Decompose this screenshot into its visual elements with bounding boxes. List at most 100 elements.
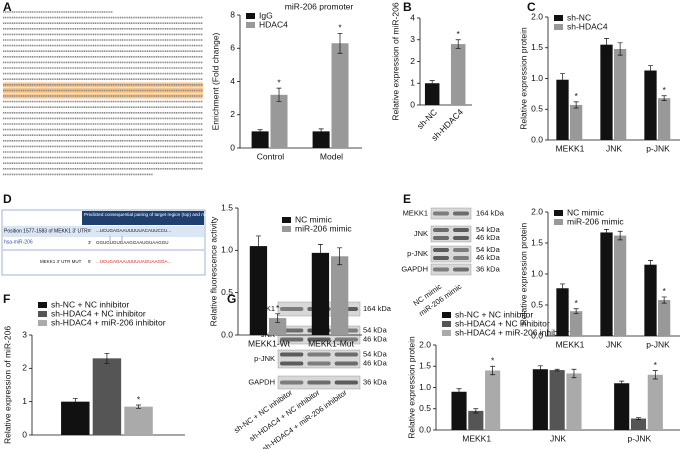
x-tick-label: sh-NC (415, 107, 439, 131)
error-bar (456, 388, 462, 396)
y-tick-label: 1.0 (531, 73, 543, 83)
chart-title: miR-206 promoter (285, 1, 354, 11)
panel-label: F (3, 292, 10, 306)
x-tick-label: MEKK1 (556, 143, 585, 153)
significance: * (338, 23, 342, 33)
error-bar (647, 65, 653, 76)
y-tick-label: 2.0 (419, 339, 431, 349)
error-bar (337, 32, 343, 54)
bar (331, 256, 349, 335)
legend-swatch (442, 312, 451, 318)
error-bar (257, 129, 263, 134)
bar (647, 374, 663, 430)
row-sequence: ...UCUGAGAAUUUUUACAUUCCU... (96, 228, 171, 233)
error-bar (571, 368, 577, 379)
significance: * (277, 77, 281, 87)
legend-label: sh-HDAC4 + NC inhibitor (51, 308, 146, 318)
legend-label: NC mimic (295, 214, 333, 224)
error-bar (617, 42, 623, 56)
legend-label: sh-HDAC4 (567, 21, 608, 31)
error-bar (661, 296, 667, 304)
y-axis-label: Relative expression protein (406, 336, 416, 439)
legend-swatch (282, 217, 291, 223)
error-bar (255, 235, 261, 257)
y-tick-label: 1.5 (221, 202, 233, 212)
bar (566, 373, 582, 430)
error-bar (619, 380, 625, 386)
error-bar (661, 95, 667, 101)
error-bar (276, 87, 282, 102)
row-sequence: ...UCUGAGAAUUUUUAGUAAGGA... (96, 259, 171, 264)
y-axis-label: Relative expression protein (518, 27, 528, 130)
blot-strip (430, 263, 472, 276)
error-bar (136, 404, 142, 409)
x-tick-label: Model (320, 151, 343, 161)
y-tick-label: 0.0 (419, 424, 431, 434)
y-tick-label: 6 (230, 43, 235, 53)
y-tick-label: 3 (22, 329, 27, 339)
x-tick-label: p-JNK (628, 433, 652, 443)
bar (331, 43, 349, 149)
error-bar (603, 229, 609, 236)
bar (312, 131, 330, 148)
bar (311, 252, 330, 335)
bar (570, 311, 583, 336)
bar (61, 401, 90, 435)
bar (485, 370, 501, 430)
y-tick-label: 2 (230, 109, 235, 119)
y-tick-label: 0.0 (531, 330, 543, 340)
blot-band (453, 236, 469, 240)
error-bar (473, 408, 479, 414)
y-tick-label: 4 (230, 76, 235, 86)
blot-band (433, 267, 449, 272)
significance: * (662, 85, 666, 95)
y-tick-label: 0.0 (221, 329, 233, 339)
blot-band (307, 361, 331, 366)
bar (658, 300, 671, 336)
y-tick-label: 0.0 (531, 134, 543, 144)
error-bar (635, 417, 641, 420)
legend-label: NC mimic (567, 207, 605, 217)
significance: * (662, 286, 666, 296)
bar (468, 410, 484, 430)
significance: * (457, 29, 461, 39)
panel-label: C (527, 0, 536, 14)
error-bar (104, 352, 110, 364)
x-tick-label: JNK (606, 339, 622, 349)
legend-swatch (246, 13, 255, 19)
panel-label: A (3, 0, 12, 14)
error-bar (617, 230, 623, 241)
size-label: 46 kDa (363, 358, 388, 367)
error-bar (337, 247, 343, 266)
y-tick-label: 1 (22, 396, 27, 406)
panel-label: D (3, 192, 12, 206)
protein-label: JNK (414, 229, 428, 238)
y-axis-label: Relative expression protein (518, 222, 528, 325)
size-label: 46 kDa (476, 253, 501, 262)
bar (644, 264, 657, 336)
protein-label: GAPDH (248, 377, 275, 386)
row-name: Position 1577-1583 of MEKK1 3' UTR (4, 228, 88, 234)
blot-band (453, 248, 469, 252)
row-end: 5' (88, 259, 92, 264)
legend-swatch (38, 302, 47, 308)
y-tick-label: 1.5 (531, 42, 543, 52)
blot-band (307, 352, 331, 357)
panel-label: G (227, 292, 236, 306)
legend-swatch (38, 320, 47, 326)
y-tick-label: 0 (22, 429, 27, 439)
legend-swatch (442, 330, 451, 336)
bar (556, 288, 569, 336)
bar (630, 418, 647, 430)
error-bar (275, 313, 281, 323)
row-end: 3' (88, 240, 92, 245)
y-tick-label: 8 (230, 9, 235, 19)
blot-strip (430, 207, 472, 220)
size-label: 54 kDa (476, 245, 501, 254)
bar (251, 131, 269, 148)
bar (600, 44, 613, 140)
y-tick-label: 0.5 (419, 403, 431, 413)
legend-swatch (554, 15, 563, 21)
